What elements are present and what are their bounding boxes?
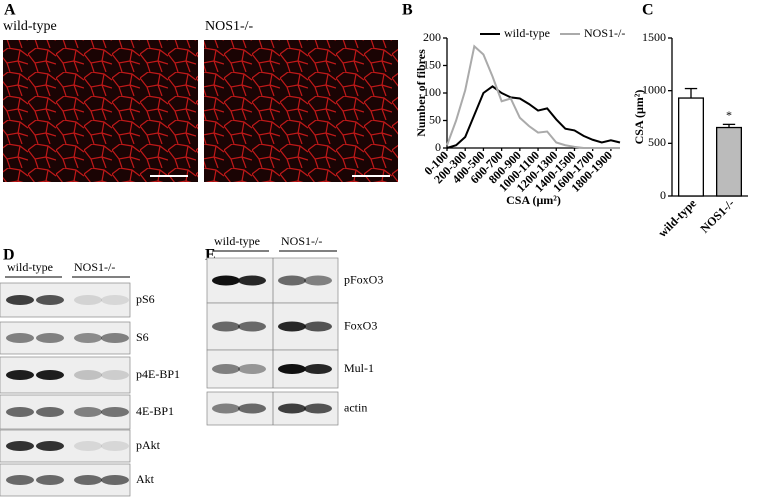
blot-label: Mul-1 <box>344 361 374 375</box>
legend-label: NOS1-/- <box>584 26 625 40</box>
band <box>101 333 129 343</box>
band <box>238 275 266 286</box>
band <box>304 403 332 414</box>
group-label: wild-type <box>214 234 260 248</box>
line-series <box>446 44 620 149</box>
panel-label: A <box>4 2 16 19</box>
band <box>36 441 64 451</box>
bar <box>716 126 743 197</box>
panel-label: C <box>642 2 654 19</box>
x-tick-label: NOS1-/- <box>697 196 737 236</box>
panel-label: E <box>205 247 216 264</box>
annotation: * <box>726 108 732 122</box>
y-tick-label: 200 <box>423 30 441 44</box>
band <box>74 441 102 451</box>
band <box>36 333 64 343</box>
band <box>36 407 64 417</box>
y-tick-label: 50 <box>429 112 441 126</box>
blot-label: pAkt <box>136 438 161 452</box>
x-axis-label: CSA (μm²) <box>506 193 561 207</box>
band <box>74 475 102 485</box>
image-caption: wild-type <box>3 19 57 34</box>
group-label: wild-type <box>7 260 53 274</box>
image-caption: NOS1-/- <box>205 19 254 34</box>
band <box>74 370 102 380</box>
micrograph <box>3 40 198 182</box>
band <box>74 333 102 343</box>
band <box>101 441 129 451</box>
band <box>6 441 34 451</box>
bar <box>678 97 705 197</box>
y-tick-label: 1000 <box>642 82 666 96</box>
band <box>101 295 129 305</box>
band <box>36 475 64 485</box>
x-tick-label: wild-type <box>655 196 699 240</box>
band <box>212 403 240 414</box>
group-label: NOS1-/- <box>281 234 322 248</box>
band <box>212 275 240 286</box>
band <box>278 403 306 414</box>
band <box>304 364 332 374</box>
band <box>101 370 129 380</box>
legend-label: wild-type <box>504 26 550 40</box>
band <box>212 321 240 332</box>
band <box>238 364 266 374</box>
band <box>238 321 266 332</box>
blot-label: p4E-BP1 <box>136 367 180 381</box>
band <box>36 295 64 305</box>
band <box>6 295 34 305</box>
panel-label: D <box>3 247 15 264</box>
band <box>101 475 129 485</box>
micrograph <box>204 40 398 182</box>
y-tick-label: 100 <box>423 85 441 99</box>
band <box>304 321 332 332</box>
blot-label: 4E-BP1 <box>136 404 174 418</box>
y-tick-label: 1500 <box>642 30 666 44</box>
blot-label: Akt <box>136 472 155 486</box>
y-tick-label: 500 <box>648 135 666 149</box>
group-label: NOS1-/- <box>74 260 115 274</box>
band <box>6 475 34 485</box>
band <box>101 407 129 417</box>
y-tick-label: 0 <box>660 188 666 202</box>
band <box>304 275 332 286</box>
blot-label: pS6 <box>136 292 155 306</box>
band <box>74 407 102 417</box>
band <box>36 370 64 380</box>
band <box>6 370 34 380</box>
y-tick-label: 0 <box>435 140 441 154</box>
blot-label: actin <box>344 400 367 414</box>
blot-label: FoxO3 <box>344 318 377 332</box>
blot-label: S6 <box>136 330 149 344</box>
y-tick-label: 150 <box>423 57 441 71</box>
band <box>6 407 34 417</box>
band <box>212 364 240 374</box>
panel-label: B <box>402 2 413 19</box>
line-series <box>446 85 621 149</box>
band <box>238 403 266 414</box>
y-axis-label: CSA (μm²) <box>632 90 646 145</box>
y-axis-label: Number of fibres <box>414 49 428 137</box>
band <box>278 364 306 374</box>
band <box>74 295 102 305</box>
blot-label: pFoxO3 <box>344 272 383 286</box>
band <box>278 275 306 286</box>
band <box>6 333 34 343</box>
band <box>278 321 306 332</box>
